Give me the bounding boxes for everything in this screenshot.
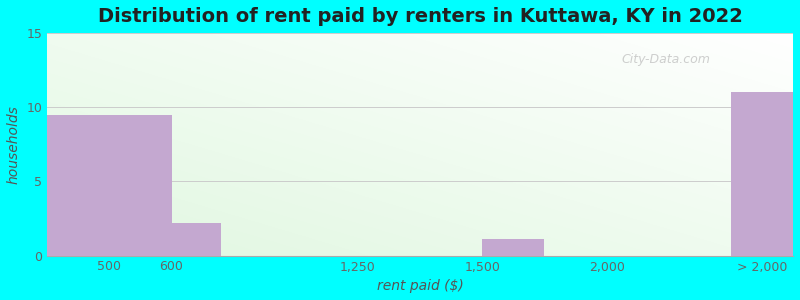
Title: Distribution of rent paid by renters in Kuttawa, KY in 2022: Distribution of rent paid by renters in … [98,7,742,26]
Bar [47,115,171,256]
Text: City-Data.com: City-Data.com [622,53,710,66]
Bar [731,92,793,256]
Y-axis label: households: households [7,105,21,184]
X-axis label: rent paid ($): rent paid ($) [377,279,463,293]
Bar [482,239,545,256]
Bar [171,223,222,256]
